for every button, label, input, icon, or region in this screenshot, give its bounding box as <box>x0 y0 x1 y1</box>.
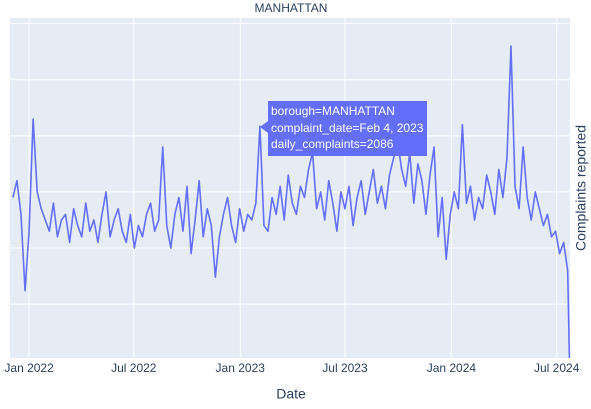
x-tick-label: Jan 2024 <box>427 361 477 375</box>
tooltip-line: borough=MANHATTAN <box>271 104 395 118</box>
x-axis-label: Date <box>276 386 306 402</box>
x-tick-label: Jan 2023 <box>216 361 266 375</box>
x-tick-label: Jul 2024 <box>534 361 580 375</box>
marks <box>12 45 571 359</box>
hover-tooltip: borough=MANHATTAN complaint_date=Feb 4, 2… <box>259 101 428 156</box>
data-line <box>12 45 571 359</box>
y-axis-label: Complaints reported <box>573 125 589 251</box>
x-tick-label: Jul 2023 <box>322 361 368 375</box>
chart-title: MANHATTAN <box>255 1 328 15</box>
tooltip-line: complaint_date=Feb 4, 2023 <box>271 120 424 135</box>
tooltip-line: daily_complaints=2086 <box>271 137 394 151</box>
x-tick-label: Jan 2022 <box>4 361 54 375</box>
x-tick-label: Jul 2022 <box>111 361 157 375</box>
